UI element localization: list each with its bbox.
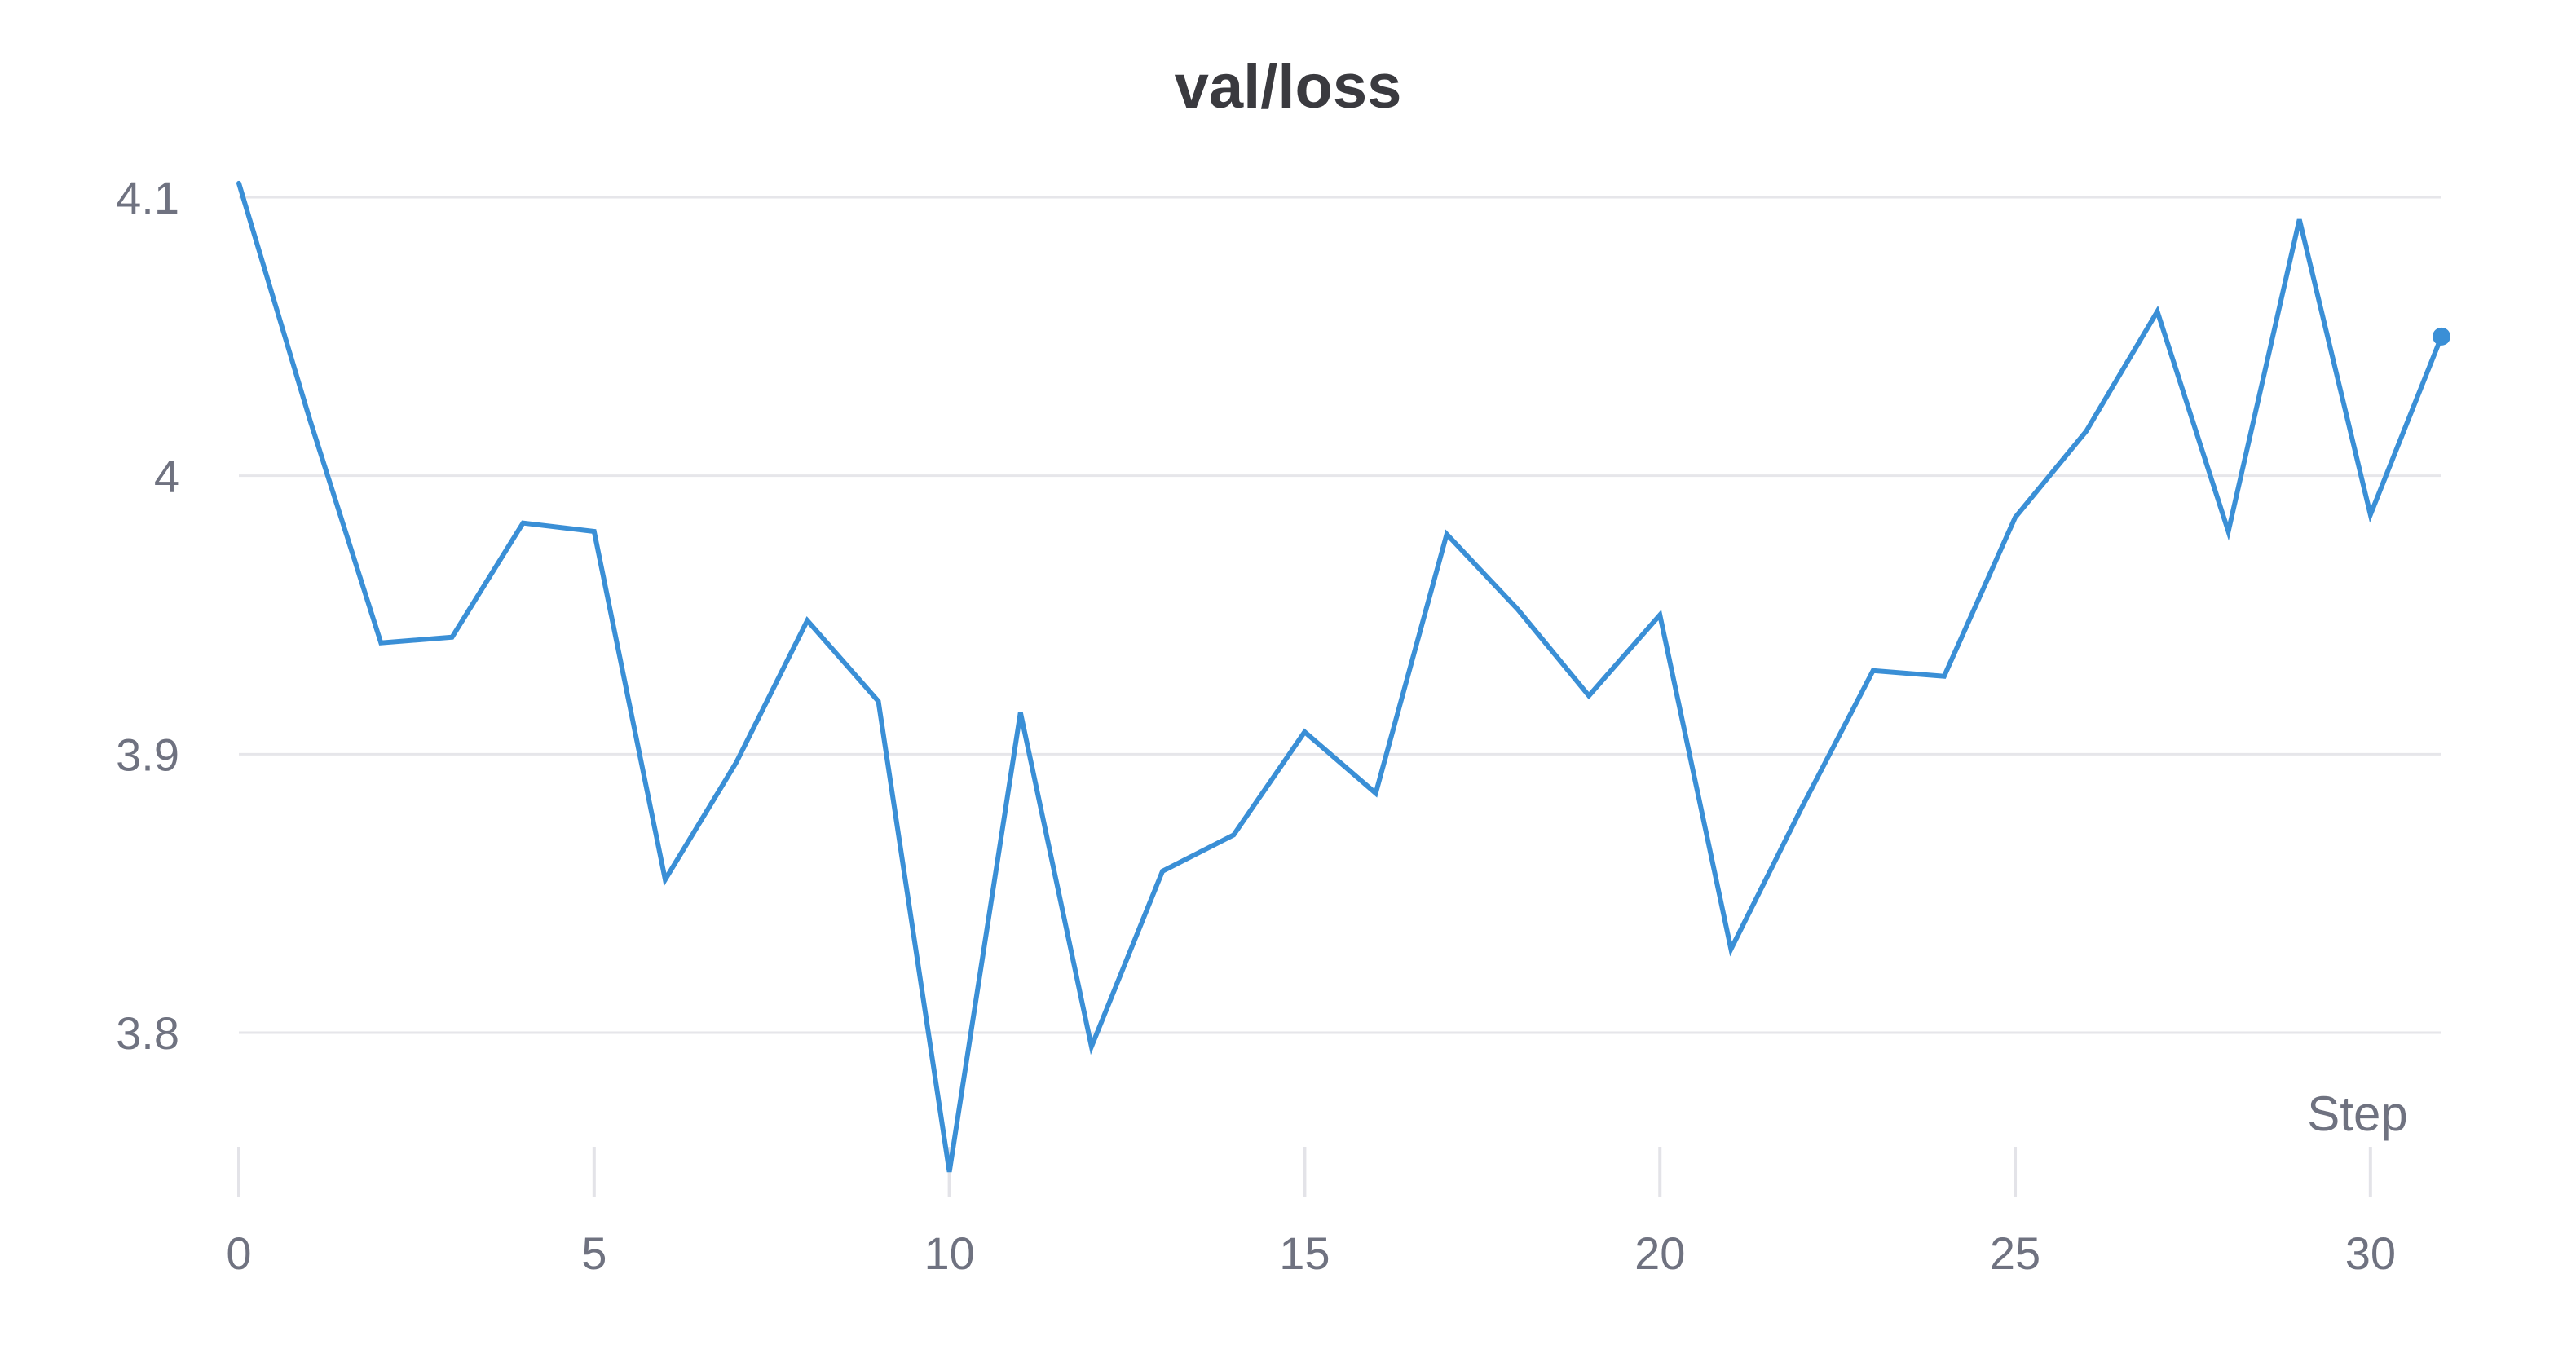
series-line <box>236 180 2444 1173</box>
x-tick-label: 20 <box>1634 1227 1685 1279</box>
x-tick-label: 30 <box>2345 1227 2396 1279</box>
x-axis-ticks: 0 5 10 15 20 25 30 <box>226 1147 2396 1279</box>
y-tick-label: 3.8 <box>116 1007 179 1059</box>
x-tick-label: 5 <box>581 1227 607 1279</box>
x-tick-label: 0 <box>226 1227 251 1279</box>
x-tick-label: 25 <box>1990 1227 2040 1279</box>
y-tick-label: 4 <box>154 451 179 502</box>
x-tick-label: 15 <box>1279 1227 1330 1279</box>
series-end-point <box>2433 327 2450 346</box>
y-tick-label: 3.9 <box>116 729 179 780</box>
x-axis-label: Step <box>2307 1086 2407 1141</box>
chart-title: val/loss <box>1175 52 1402 121</box>
series-layer <box>236 180 2450 1173</box>
y-tick-label: 4.1 <box>116 172 179 223</box>
grid-lines <box>239 196 2441 1034</box>
x-tick-label: 10 <box>924 1227 974 1279</box>
y-axis-ticks: 3.8 3.9 4 4.1 <box>116 172 179 1059</box>
